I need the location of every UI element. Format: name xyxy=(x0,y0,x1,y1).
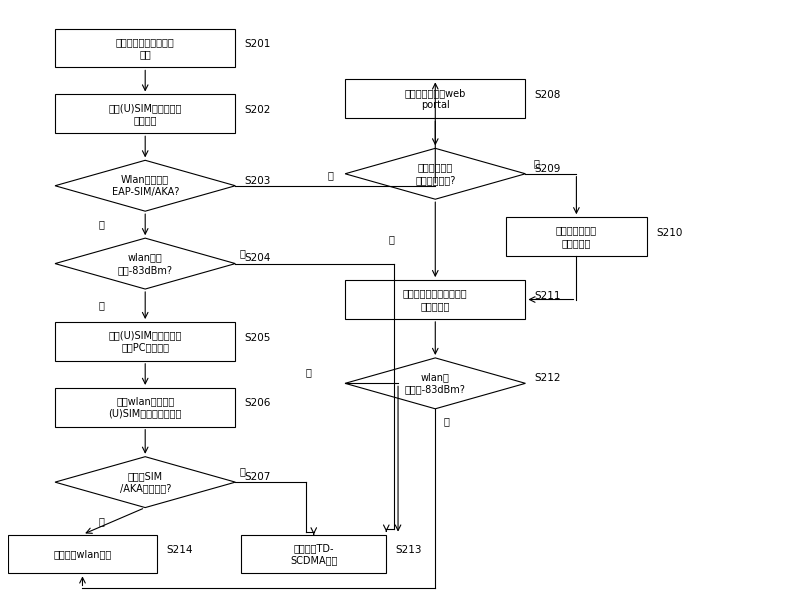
Text: S206: S206 xyxy=(245,398,271,408)
Text: 成功接入wlan网络: 成功接入wlan网络 xyxy=(54,549,112,559)
Text: 有运营商赋予
用户名和密码?: 有运营商赋予 用户名和密码? xyxy=(415,163,455,185)
Text: S204: S204 xyxy=(245,254,271,263)
Text: S212: S212 xyxy=(535,373,562,383)
Text: 选网方式修改为web
portal: 选网方式修改为web portal xyxy=(405,88,466,110)
Text: 数据卡驱动和客户端预
安装: 数据卡驱动和客户端预 安装 xyxy=(116,37,174,59)
Text: 向运营商申请用
户名和密码: 向运营商申请用 户名和密码 xyxy=(556,225,597,248)
FancyBboxPatch shape xyxy=(55,95,235,133)
Polygon shape xyxy=(55,238,235,289)
Text: 预置(U)SIM卡并启动客
户端程序: 预置(U)SIM卡并启动客 户端程序 xyxy=(109,103,182,125)
Text: S203: S203 xyxy=(245,175,271,186)
Text: 是: 是 xyxy=(98,516,104,526)
Text: S213: S213 xyxy=(396,545,422,555)
FancyBboxPatch shape xyxy=(345,280,526,319)
Text: S208: S208 xyxy=(535,90,562,100)
Text: S209: S209 xyxy=(535,164,562,174)
Polygon shape xyxy=(345,148,526,199)
Text: S205: S205 xyxy=(245,332,271,343)
Polygon shape xyxy=(55,456,235,508)
Text: S201: S201 xyxy=(245,39,271,49)
Polygon shape xyxy=(55,160,235,211)
Text: 是: 是 xyxy=(98,220,104,230)
Text: S210: S210 xyxy=(656,228,682,238)
Text: 否: 否 xyxy=(306,368,312,378)
Polygon shape xyxy=(345,358,526,409)
FancyBboxPatch shape xyxy=(242,535,386,574)
Text: 已开通SIM
/AKA认证功能?: 已开通SIM /AKA认证功能? xyxy=(119,471,171,493)
Text: S202: S202 xyxy=(245,105,271,115)
Text: 成功接入TD-
SCDMA网络: 成功接入TD- SCDMA网络 xyxy=(290,543,338,565)
Text: S214: S214 xyxy=(166,545,193,555)
Text: 否: 否 xyxy=(327,170,334,180)
FancyBboxPatch shape xyxy=(55,388,235,426)
Text: 否: 否 xyxy=(239,466,245,477)
Text: 是: 是 xyxy=(388,235,394,244)
FancyBboxPatch shape xyxy=(506,217,647,256)
Text: S211: S211 xyxy=(535,291,562,301)
Text: 读取(U)SIM卡信息并透
传到PC侧客户端: 读取(U)SIM卡信息并透 传到PC侧客户端 xyxy=(109,330,182,353)
Text: 是: 是 xyxy=(98,301,104,310)
Text: 通过wlan网络携带
(U)SIM信息上报网络侧: 通过wlan网络携带 (U)SIM信息上报网络侧 xyxy=(109,396,182,419)
Text: 否: 否 xyxy=(534,158,539,168)
FancyBboxPatch shape xyxy=(345,79,526,119)
FancyBboxPatch shape xyxy=(55,322,235,361)
FancyBboxPatch shape xyxy=(8,535,157,574)
Text: Wlan选网优先
EAP-SIM/AKA?: Wlan选网优先 EAP-SIM/AKA? xyxy=(111,175,179,197)
Text: wlan信
号大于-83dBm?: wlan信 号大于-83dBm? xyxy=(405,372,466,395)
Text: S207: S207 xyxy=(245,472,271,482)
Text: wlan信号
大于-83dBm?: wlan信号 大于-83dBm? xyxy=(118,252,173,275)
Text: 在客户端对应页面输入用
户名和密码: 在客户端对应页面输入用 户名和密码 xyxy=(403,288,467,311)
Text: 是: 是 xyxy=(443,415,449,426)
Text: 否: 否 xyxy=(239,248,245,258)
FancyBboxPatch shape xyxy=(55,29,235,67)
